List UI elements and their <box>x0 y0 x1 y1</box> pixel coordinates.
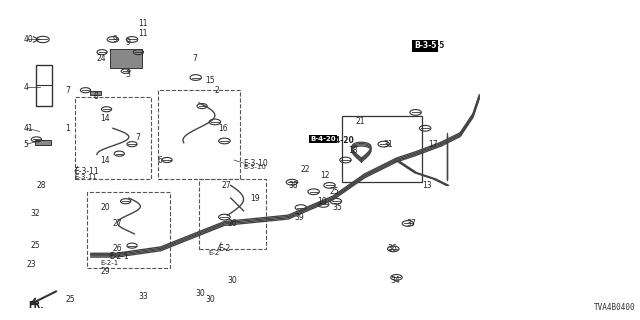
Text: 7: 7 <box>193 54 197 63</box>
Text: E-2: E-2 <box>209 251 220 256</box>
Text: 7: 7 <box>135 133 140 142</box>
Bar <box>157 90 241 179</box>
Text: 19: 19 <box>250 194 260 203</box>
Text: E-2: E-2 <box>218 244 230 253</box>
Text: B-4-20: B-4-20 <box>326 136 354 146</box>
Text: 14: 14 <box>100 114 110 123</box>
Text: 30: 30 <box>228 276 237 285</box>
Text: 21: 21 <box>355 117 365 126</box>
Text: 25: 25 <box>330 187 339 196</box>
Text: B-3-5: B-3-5 <box>414 41 436 50</box>
Text: 31: 31 <box>384 140 394 148</box>
Text: 23: 23 <box>27 260 36 269</box>
Text: 16: 16 <box>218 124 228 133</box>
Text: 9: 9 <box>113 35 118 44</box>
Text: 7: 7 <box>65 86 70 95</box>
Text: B-3-5: B-3-5 <box>422 41 444 50</box>
Text: 27: 27 <box>113 219 122 228</box>
Text: 14: 14 <box>100 156 110 164</box>
Text: 28: 28 <box>36 181 46 190</box>
Text: 35: 35 <box>333 203 342 212</box>
Text: 30: 30 <box>205 295 215 304</box>
Bar <box>109 49 141 68</box>
Text: 18: 18 <box>349 146 358 155</box>
Text: 13: 13 <box>422 181 431 190</box>
Text: 10: 10 <box>317 197 326 206</box>
Bar <box>199 179 266 249</box>
Text: 17: 17 <box>428 140 438 148</box>
Text: 15: 15 <box>205 76 215 85</box>
Text: 26: 26 <box>113 244 122 253</box>
Text: 2: 2 <box>215 86 220 95</box>
Text: 8: 8 <box>94 92 99 101</box>
Text: 34: 34 <box>390 276 400 285</box>
Text: 25: 25 <box>65 295 75 304</box>
Bar <box>342 116 422 182</box>
Text: FR.: FR. <box>28 300 44 309</box>
Text: E-3-11: E-3-11 <box>75 167 99 176</box>
Text: 39: 39 <box>294 212 304 222</box>
Text: 40: 40 <box>24 35 33 44</box>
Text: 11: 11 <box>138 19 148 28</box>
Text: 22: 22 <box>301 165 310 174</box>
Text: 24: 24 <box>97 54 107 63</box>
Text: E-2-1: E-2-1 <box>100 260 118 266</box>
Text: 5: 5 <box>24 140 29 148</box>
Text: 1: 1 <box>65 124 70 133</box>
Text: E-3-10: E-3-10 <box>244 164 266 170</box>
Text: 11: 11 <box>138 28 148 38</box>
Text: 27: 27 <box>221 181 231 190</box>
Text: E-3-10: E-3-10 <box>244 159 268 168</box>
Bar <box>35 140 51 145</box>
Text: TVA4B0400: TVA4B0400 <box>594 303 636 312</box>
Text: 37: 37 <box>406 219 416 228</box>
Text: 6: 6 <box>157 156 163 164</box>
Bar <box>90 91 101 95</box>
Text: E-2-1: E-2-1 <box>109 252 129 261</box>
Text: 9: 9 <box>125 38 131 47</box>
Text: E-3-11: E-3-11 <box>75 174 97 180</box>
Text: 26: 26 <box>228 219 237 228</box>
Text: 29: 29 <box>100 267 110 276</box>
Text: 32: 32 <box>30 209 40 219</box>
Text: 33: 33 <box>138 292 148 301</box>
Text: 12: 12 <box>320 172 330 180</box>
Bar <box>75 97 151 179</box>
Text: 25: 25 <box>30 241 40 250</box>
Text: 4: 4 <box>24 83 29 92</box>
Text: 30: 30 <box>196 289 205 298</box>
Text: 41: 41 <box>24 124 33 133</box>
Text: 3: 3 <box>125 70 131 79</box>
Bar <box>88 192 170 268</box>
Text: 38: 38 <box>288 181 298 190</box>
Text: B-4-20: B-4-20 <box>310 136 336 142</box>
Text: 36: 36 <box>387 244 397 253</box>
Text: 20: 20 <box>100 203 110 212</box>
